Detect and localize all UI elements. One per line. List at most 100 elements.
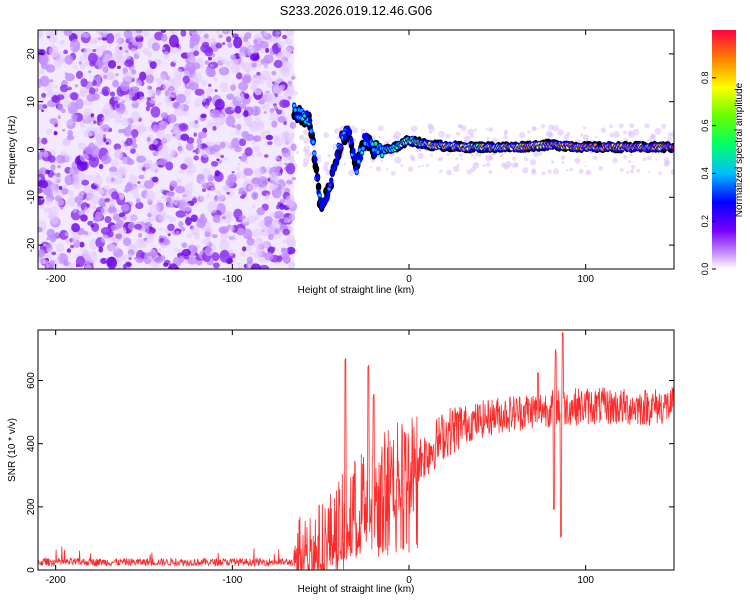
noise-blob [152,176,159,183]
noise-blob [42,259,49,265]
halo-dot [378,136,381,139]
halo-dot [585,169,592,176]
noise-blob [162,50,170,60]
halo-dot [578,168,584,174]
noise-blob [219,141,226,149]
noise-blob [80,214,88,222]
noise-blob [227,173,237,184]
noise-blob [248,251,254,256]
noise-blob [128,174,138,185]
noise-blob [223,30,229,33]
noise-blob [100,237,106,243]
noise-blob [279,198,286,204]
halo-dot [648,170,651,174]
noise-blob [278,161,283,166]
halo-dot [560,155,566,160]
noise-blob [69,244,75,249]
noise-blob [59,39,66,46]
noise-blob [136,155,147,163]
noise-blob [189,42,195,49]
halo-dot [473,128,477,132]
noise-blob [120,81,130,92]
noise-blob [190,225,200,236]
snr-ylabel: SNR (10 * v/v) [7,418,18,482]
noise-blob [178,255,185,264]
noise-blob [111,74,116,78]
noise-blob [149,61,157,70]
noise-blob [131,86,139,94]
noise-blob [209,64,214,68]
halo-dot [529,158,537,166]
halo-dot [428,125,435,133]
noise-blob [74,84,79,88]
snr-frame [37,329,675,571]
noise-blob [233,36,243,49]
noise-blob [134,76,139,82]
trace-core [376,150,380,154]
noise-blob [75,98,84,110]
noise-blob [205,87,214,95]
y-tick-label: 10 [26,96,37,108]
noise-blob [103,185,110,191]
noise-blob [47,247,52,254]
noise-blob [119,194,124,201]
noise-blob [269,113,280,122]
noise-blob [139,96,147,102]
noise-blob [87,174,95,181]
noise-blob [244,133,255,142]
noise-blob [254,167,264,178]
noise-blob [135,257,144,264]
noise-blob [84,231,88,236]
halo-dot [644,123,650,129]
noise-blob [38,53,49,66]
noise-blob [80,78,88,87]
noise-blob [214,89,218,92]
noise-blob [63,49,69,55]
noise-blob [64,54,74,65]
noise-blob [158,102,162,107]
noise-blob [182,75,190,84]
x-tick-label: 100 [577,274,594,285]
noise-blob [235,91,244,102]
noise-blob [213,77,218,82]
noise-blob [185,142,194,151]
noise-blob [200,97,206,103]
halo-dot [351,125,355,128]
noise-blob [60,150,67,157]
noise-blob [207,69,216,78]
noise-blob [90,38,97,45]
noise-blob [207,200,218,214]
y-tick-label: 600 [26,372,37,389]
noise-blob [230,107,235,111]
noise-blob [210,186,216,191]
noise-blob [131,129,139,138]
halo-dot [628,160,632,164]
halo-dot [455,131,461,137]
noise-blob [145,74,155,84]
noise-blob [98,197,106,207]
noise-blob [168,87,178,99]
noise-blob [192,149,196,153]
noise-blob [108,199,116,208]
noise-blob [56,164,61,169]
noise-blob [137,181,141,184]
noise-blob [135,238,144,249]
noise-blob [193,50,200,57]
noise-blob [130,148,136,154]
noise-blob [266,94,276,105]
noise-blob [237,162,241,166]
noise-blob [210,160,219,167]
noise-blob [165,98,172,106]
halo-dot [375,166,382,172]
noise-blob [226,62,231,67]
noise-blob [52,187,61,196]
noise-blob [52,173,62,182]
noise-blob [223,156,229,161]
noise-blob [109,91,116,97]
noise-blob [277,40,285,49]
noise-blob [290,75,296,80]
noise-blob [53,95,61,104]
noise-blob [100,257,108,265]
snr-xlabel: Height of straight line (km) [298,584,415,595]
